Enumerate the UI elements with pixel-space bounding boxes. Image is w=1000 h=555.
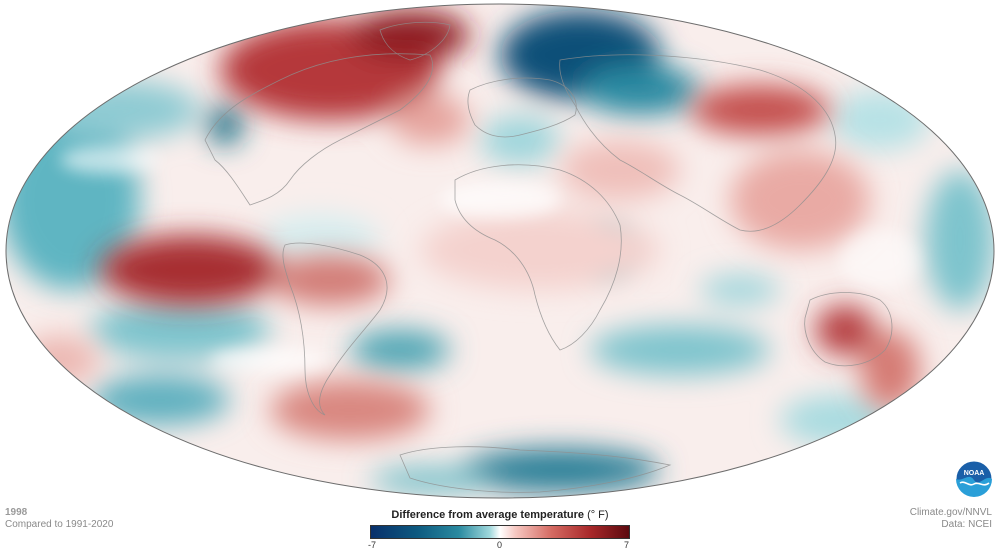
map-caption: 1998 Compared to 1991-2020 — [5, 507, 113, 531]
europe-outline — [467, 77, 577, 138]
legend-unit: (° F) — [587, 509, 609, 521]
map-svg — [5, 3, 995, 499]
color-legend: Difference from average temperature (° F… — [368, 509, 630, 551]
warm-anomalies — [20, 10, 920, 440]
legend-title-text: Difference from average temperature — [391, 509, 584, 521]
year-label: 1998 — [5, 507, 28, 518]
africa-outline — [454, 164, 622, 351]
source-credit: Climate.gov/NNVL — [909, 507, 992, 518]
anomaly-map — [5, 3, 995, 499]
neutral-bands — [60, 146, 920, 372]
legend-title: Difference from average temperature (° F… — [370, 509, 630, 522]
legend-ticks: -7 0 7 — [368, 539, 630, 551]
legend-tick-min: -7 — [368, 540, 377, 550]
continent-outlines — [204, 21, 893, 493]
data-credit: Data: NCEI — [941, 519, 992, 530]
legend-tick-max: 7 — [624, 540, 630, 550]
legend-tick-mid: 0 — [497, 540, 503, 550]
credits: Climate.gov/NNVL Data: NCEI — [910, 507, 992, 531]
australia-outline — [804, 292, 893, 367]
globe-outline — [5, 3, 995, 499]
asia-outline — [559, 54, 837, 232]
anomaly-field — [6, 4, 994, 498]
greenland-outline — [379, 21, 451, 61]
baseline-label: Compared to 1991-2020 — [5, 519, 114, 530]
north-america-outline — [204, 53, 433, 206]
noaa-logo-text: NOAA — [964, 470, 985, 477]
noaa-logo-icon: NOAA — [955, 460, 993, 498]
antarctica-outline — [399, 446, 672, 493]
noaa-logo-svg: NOAA — [955, 460, 993, 498]
legend-color-bar — [370, 525, 630, 539]
south-america-outline — [282, 242, 388, 416]
